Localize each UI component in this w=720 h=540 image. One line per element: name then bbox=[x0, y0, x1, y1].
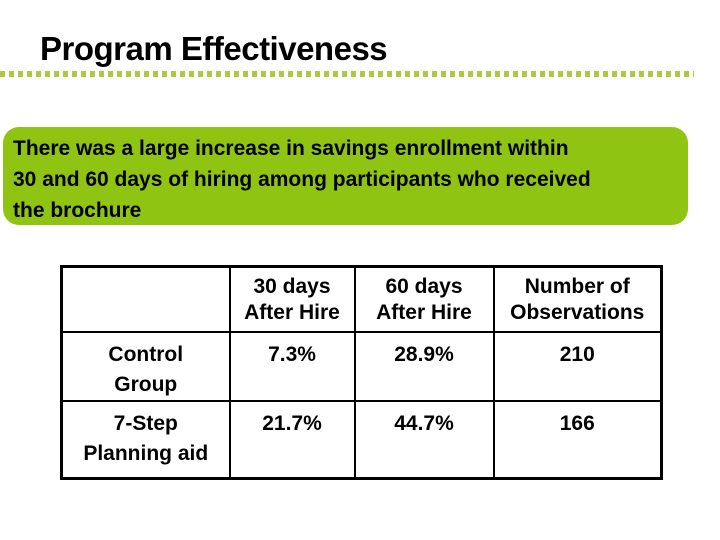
cell-control-30-days: 7.3% bbox=[228, 331, 356, 402]
cell-control-obs: 210 bbox=[492, 331, 663, 402]
cell-control-60-days: 28.9% bbox=[353, 331, 495, 402]
results-table: 30 days After Hire 60 days After Hire Nu… bbox=[60, 265, 663, 480]
cell-7step-obs: 166 bbox=[492, 400, 663, 480]
cell-7step-60-days: 44.7% bbox=[353, 400, 495, 480]
table-header-row: 30 days After Hire 60 days After Hire Nu… bbox=[60, 265, 663, 333]
highlight-box: There was a large increase in savings en… bbox=[3, 127, 688, 225]
dotted-divider bbox=[0, 71, 694, 77]
highlight-text-line-3: the brochure bbox=[13, 199, 142, 222]
table-row-7-step-planning-aid: 7-Step Planning aid 21.7% 44.7% 166 bbox=[60, 400, 663, 480]
table-row-control-group: Control Group 7.3% 28.9% 210 bbox=[60, 331, 663, 402]
highlight-text-line-1: There was a large increase in savings en… bbox=[13, 137, 569, 160]
header-cell-60-days: 60 days After Hire bbox=[353, 265, 495, 333]
row-label-control-group: Control Group bbox=[60, 331, 231, 402]
header-cell-empty bbox=[60, 265, 231, 333]
header-cell-30-days: 30 days After Hire bbox=[228, 265, 356, 333]
cell-7step-30-days: 21.7% bbox=[228, 400, 356, 480]
page-title: Program Effectiveness bbox=[40, 30, 388, 67]
header-cell-observations: Number of Observations bbox=[492, 265, 663, 333]
row-label-7-step: 7-Step Planning aid bbox=[60, 400, 231, 480]
highlight-text-line-2: 30 and 60 days of hiring among participa… bbox=[13, 168, 591, 191]
